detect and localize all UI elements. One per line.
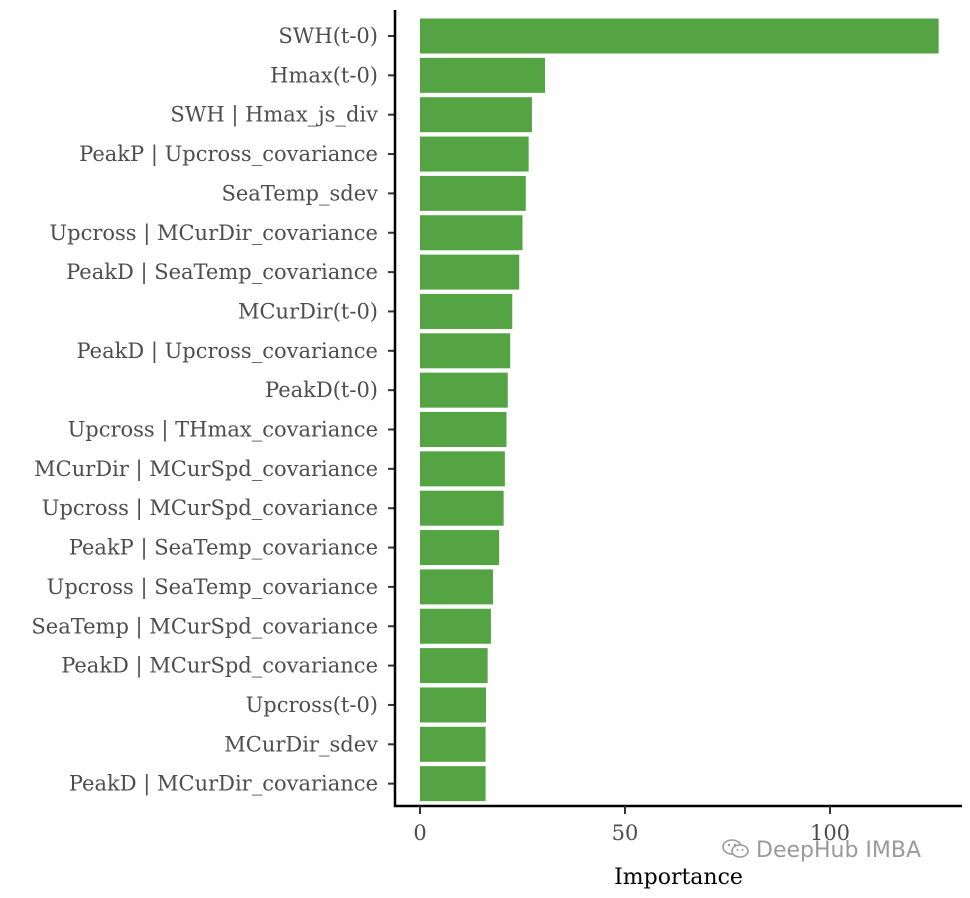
wechat-icon xyxy=(722,839,749,858)
y-tick-label: PeakD | MCurSpd_covariance xyxy=(61,654,378,679)
y-tick-label: PeakD | MCurDir_covariance xyxy=(69,772,378,797)
y-tick-labels: SWH(t-0) Hmax(t-0) SWH | Hmax_js_div PeakP … xyxy=(31,24,378,797)
x-axis-title: Importance xyxy=(614,865,743,890)
bar-7 xyxy=(420,293,513,329)
bar-8 xyxy=(420,333,511,369)
y-tick-label: PeakP | SeaTemp_covariance xyxy=(69,536,378,561)
y-tick-label: MCurDir_sdev xyxy=(224,732,378,756)
x-ticks: 0 50 100 xyxy=(413,806,850,845)
bar-10 xyxy=(420,412,507,447)
y-tick-label: Hmax(t-0) xyxy=(270,63,378,87)
bar-17 xyxy=(420,687,487,723)
bar-14 xyxy=(420,569,493,605)
bar-2 xyxy=(420,97,532,133)
y-tick-label: Upcross | MCurDir_covariance xyxy=(49,221,378,246)
y-tick-label: Upcross | MCurSpd_covariance xyxy=(42,496,378,521)
x-tick-label: 0 xyxy=(413,821,426,845)
bar-18 xyxy=(420,726,486,762)
y-tick-label: Upcross | SeaTemp_covariance xyxy=(47,575,378,600)
bar-15 xyxy=(420,608,491,644)
bar-19 xyxy=(420,766,486,802)
bar-5 xyxy=(420,215,523,251)
bar-16 xyxy=(420,648,488,684)
y-tick-label: Upcross | THmax_covariance xyxy=(68,418,378,443)
bar-1 xyxy=(420,57,546,93)
bars-group xyxy=(420,18,939,802)
watermark: DeepHub IMBA xyxy=(722,838,921,863)
y-tick-label: Upcross(t-0) xyxy=(246,693,378,717)
bar-0 xyxy=(420,18,939,54)
bar-6 xyxy=(420,254,520,290)
bar-3 xyxy=(420,136,529,172)
bar-11 xyxy=(420,451,505,487)
y-tick-label: PeakD | SeaTemp_covariance xyxy=(66,260,378,285)
bar-9 xyxy=(420,372,508,408)
bar-12 xyxy=(420,490,504,526)
y-tick-label: MCurDir(t-0) xyxy=(238,299,378,323)
y-tick-label: PeakP | Upcross_covariance xyxy=(79,142,378,167)
y-tick-label: MCurDir | MCurSpd_covariance xyxy=(34,457,378,482)
y-tick-label: SWH(t-0) xyxy=(278,24,378,48)
y-tick-label: SeaTemp_sdev xyxy=(221,181,378,205)
watermark-text: DeepHub IMBA xyxy=(756,838,922,863)
bar-13 xyxy=(420,530,500,566)
bar-4 xyxy=(420,175,526,211)
x-tick-label: 100 xyxy=(810,821,850,845)
y-tick-label: SeaTemp | MCurSpd_covariance xyxy=(31,614,378,639)
y-tick-label: PeakD | Upcross_covariance xyxy=(76,339,378,364)
y-tick-label: SWH | Hmax_js_div xyxy=(170,103,378,128)
y-tick-label: PeakD(t-0) xyxy=(265,378,378,402)
x-tick-label: 50 xyxy=(612,821,639,845)
